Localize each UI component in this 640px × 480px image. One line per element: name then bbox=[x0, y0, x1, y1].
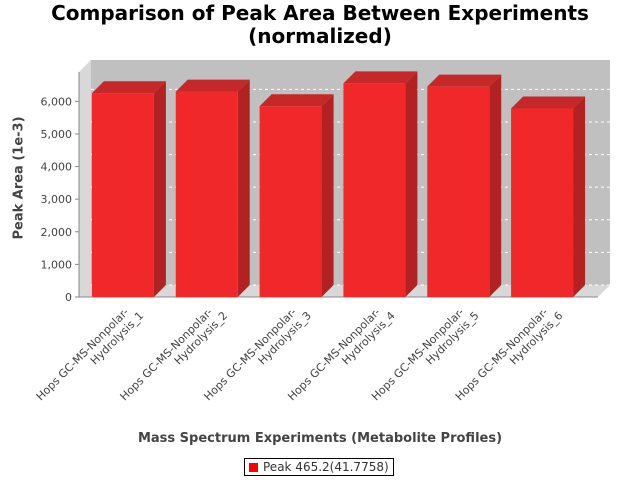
y-tick-label: 1,000 bbox=[41, 258, 73, 271]
bar-side bbox=[405, 71, 418, 297]
y-tick-label: 2,000 bbox=[41, 226, 73, 239]
bar-side bbox=[237, 79, 250, 297]
bar-side bbox=[153, 81, 166, 298]
y-tick-label: 4,000 bbox=[41, 161, 73, 174]
bar-top bbox=[91, 81, 166, 94]
bar bbox=[343, 83, 406, 297]
bar bbox=[91, 93, 154, 298]
bar-top bbox=[175, 79, 250, 92]
x-axis-label: Mass Spectrum Experiments (Metabolite Pr… bbox=[137, 431, 503, 446]
bar-side bbox=[321, 94, 334, 297]
legend-swatch bbox=[249, 462, 258, 472]
bar bbox=[511, 108, 574, 298]
y-tick-label: 5,000 bbox=[41, 128, 73, 141]
bar bbox=[427, 86, 490, 297]
bar-side bbox=[489, 74, 502, 297]
chart-title-line-2: (normalized) bbox=[248, 24, 392, 48]
chart-title: Comparison of Peak Area Between Experime… bbox=[0, 2, 640, 48]
legend: Peak 465.2(41.7758) bbox=[244, 458, 394, 476]
legend-label: Peak 465.2(41.7758) bbox=[263, 460, 389, 474]
bar bbox=[259, 106, 322, 297]
bar-side bbox=[573, 96, 586, 298]
plot-left-wall bbox=[79, 60, 91, 297]
y-tick-label: 6,000 bbox=[41, 95, 73, 108]
y-tick-label: 3,000 bbox=[41, 193, 73, 206]
bar-top bbox=[511, 96, 586, 109]
bar-top bbox=[343, 71, 418, 84]
x-tick-label-line: Hops GC-MS-Nonpolar- bbox=[34, 306, 132, 404]
chart-title-line-1: Comparison of Peak Area Between Experime… bbox=[51, 1, 589, 25]
bar bbox=[175, 91, 238, 297]
bar-top bbox=[259, 94, 334, 107]
bar-top bbox=[427, 74, 502, 87]
y-axis-label: Peak Area (1e-3) bbox=[11, 116, 27, 240]
y-tick-label: 0 bbox=[65, 291, 72, 304]
